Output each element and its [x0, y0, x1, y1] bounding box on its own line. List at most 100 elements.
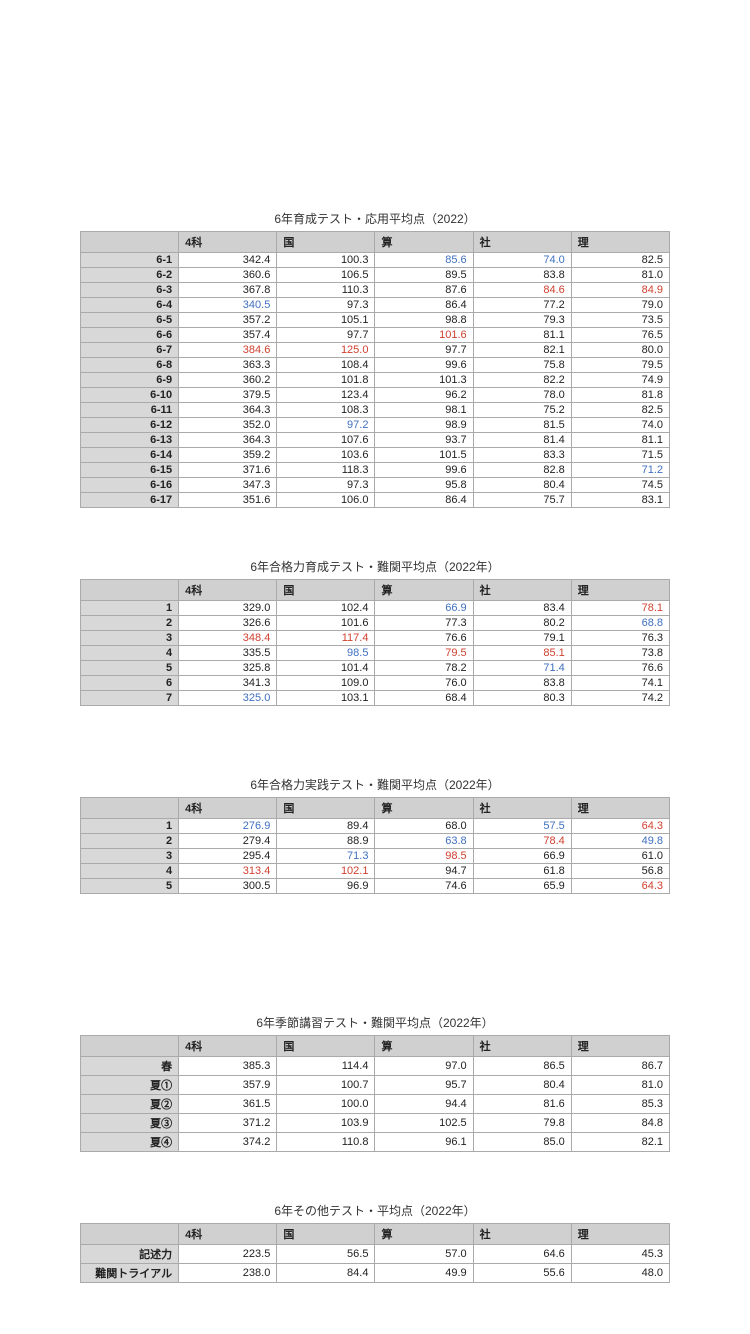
- table-cell: 295.4: [179, 849, 277, 864]
- table-row: 6-13364.3107.693.781.481.1: [81, 433, 670, 448]
- table-cell: 86.7: [571, 1057, 669, 1076]
- table-cell: 82.1: [571, 1133, 669, 1152]
- table-cell: 97.3: [277, 298, 375, 313]
- col-header: 4科: [179, 580, 277, 601]
- table-cell: 101.6: [375, 328, 473, 343]
- table-cell: 61.0: [571, 849, 669, 864]
- table-cell: 75.2: [473, 403, 571, 418]
- col-header: 4科: [179, 798, 277, 819]
- table-cell: 341.3: [179, 676, 277, 691]
- table-row: 夏①357.9100.795.780.481.0: [81, 1076, 670, 1095]
- table-cell: 106.5: [277, 268, 375, 283]
- table-row: 6341.3109.076.083.874.1: [81, 676, 670, 691]
- table-row: 6-8363.3108.499.675.879.5: [81, 358, 670, 373]
- table-cell: 81.1: [571, 433, 669, 448]
- table-cell: 102.4: [277, 601, 375, 616]
- table-row: 6-3367.8110.387.684.684.9: [81, 283, 670, 298]
- table-title: 6年季節講習テスト・難関平均点（2022年）: [80, 1014, 670, 1031]
- table-cell: 374.2: [179, 1133, 277, 1152]
- table-row: 3295.471.398.566.961.0: [81, 849, 670, 864]
- col-header: 算: [375, 580, 473, 601]
- table-cell: 78.1: [571, 601, 669, 616]
- table-cell: 65.9: [473, 879, 571, 894]
- table-title: 6年その他テスト・平均点（2022年）: [80, 1202, 670, 1219]
- col-header: 国: [277, 580, 375, 601]
- table-cell: 86.4: [375, 298, 473, 313]
- table-row: 6-14359.2103.6101.583.371.5: [81, 448, 670, 463]
- row-label: 6: [81, 676, 179, 691]
- table-cell: 348.4: [179, 631, 277, 646]
- table-cell: 79.8: [473, 1114, 571, 1133]
- col-header: 国: [277, 798, 375, 819]
- table-cell: 340.5: [179, 298, 277, 313]
- table-row: 3348.4117.476.679.176.3: [81, 631, 670, 646]
- table-cell: 77.3: [375, 616, 473, 631]
- table-cell: 49.8: [571, 834, 669, 849]
- row-label: 6-8: [81, 358, 179, 373]
- table-cell: 71.3: [277, 849, 375, 864]
- table-cell: 359.2: [179, 448, 277, 463]
- table-cell: 82.1: [473, 343, 571, 358]
- table-cell: 329.0: [179, 601, 277, 616]
- table-cell: 118.3: [277, 463, 375, 478]
- table-cell: 352.0: [179, 418, 277, 433]
- table-cell: 80.4: [473, 1076, 571, 1095]
- table-row: 記述力223.556.557.064.645.3: [81, 1245, 670, 1264]
- table-title: 6年合格力実践テスト・難関平均点（2022年）: [80, 776, 670, 793]
- table-cell: 300.5: [179, 879, 277, 894]
- table-title: 6年合格力育成テスト・難関平均点（2022年）: [80, 558, 670, 575]
- table-row: 6-10379.5123.496.278.081.8: [81, 388, 670, 403]
- table-cell: 80.4: [473, 478, 571, 493]
- table-cell: 103.1: [277, 691, 375, 706]
- table-cell: 83.8: [473, 268, 571, 283]
- table-cell: 85.0: [473, 1133, 571, 1152]
- col-header-blank: [81, 798, 179, 819]
- table-cell: 371.2: [179, 1114, 277, 1133]
- table-cell: 85.3: [571, 1095, 669, 1114]
- table-cell: 79.1: [473, 631, 571, 646]
- row-label: 6-9: [81, 373, 179, 388]
- table-cell: 81.4: [473, 433, 571, 448]
- col-header: 社: [473, 580, 571, 601]
- col-header: 算: [375, 1224, 473, 1245]
- table-cell: 83.1: [571, 493, 669, 508]
- table-cell: 94.7: [375, 864, 473, 879]
- row-label: 夏①: [81, 1076, 179, 1095]
- table-row: 5325.8101.478.271.476.6: [81, 661, 670, 676]
- row-label: 6-15: [81, 463, 179, 478]
- table-cell: 325.8: [179, 661, 277, 676]
- table-cell: 68.8: [571, 616, 669, 631]
- row-label: 6-6: [81, 328, 179, 343]
- row-label: 夏③: [81, 1114, 179, 1133]
- row-label: 5: [81, 879, 179, 894]
- table-cell: 96.1: [375, 1133, 473, 1152]
- table-row: 6-17351.6106.086.475.783.1: [81, 493, 670, 508]
- row-label: 1: [81, 819, 179, 834]
- table-cell: 125.0: [277, 343, 375, 358]
- table-cell: 71.5: [571, 448, 669, 463]
- table-cell: 101.5: [375, 448, 473, 463]
- col-header: 算: [375, 1036, 473, 1057]
- table-row: 6-1342.4100.385.674.082.5: [81, 253, 670, 268]
- col-header: 国: [277, 1224, 375, 1245]
- table-row: 4313.4102.194.761.856.8: [81, 864, 670, 879]
- table-cell: 76.6: [571, 661, 669, 676]
- table-cell: 357.4: [179, 328, 277, 343]
- table-cell: 85.6: [375, 253, 473, 268]
- table-cell: 99.6: [375, 463, 473, 478]
- table-row: 6-5357.2105.198.879.373.5: [81, 313, 670, 328]
- col-header: 算: [375, 798, 473, 819]
- row-label: 6-12: [81, 418, 179, 433]
- table-cell: 82.2: [473, 373, 571, 388]
- table-cell: 123.4: [277, 388, 375, 403]
- table-cell: 82.5: [571, 253, 669, 268]
- table-cell: 79.5: [571, 358, 669, 373]
- table-row: 6-16347.397.395.880.474.5: [81, 478, 670, 493]
- table-cell: 100.7: [277, 1076, 375, 1095]
- table-cell: 106.0: [277, 493, 375, 508]
- row-label: 6-3: [81, 283, 179, 298]
- table-cell: 84.9: [571, 283, 669, 298]
- row-label: 6-7: [81, 343, 179, 358]
- table-row: 6-2360.6106.589.583.881.0: [81, 268, 670, 283]
- table-cell: 110.8: [277, 1133, 375, 1152]
